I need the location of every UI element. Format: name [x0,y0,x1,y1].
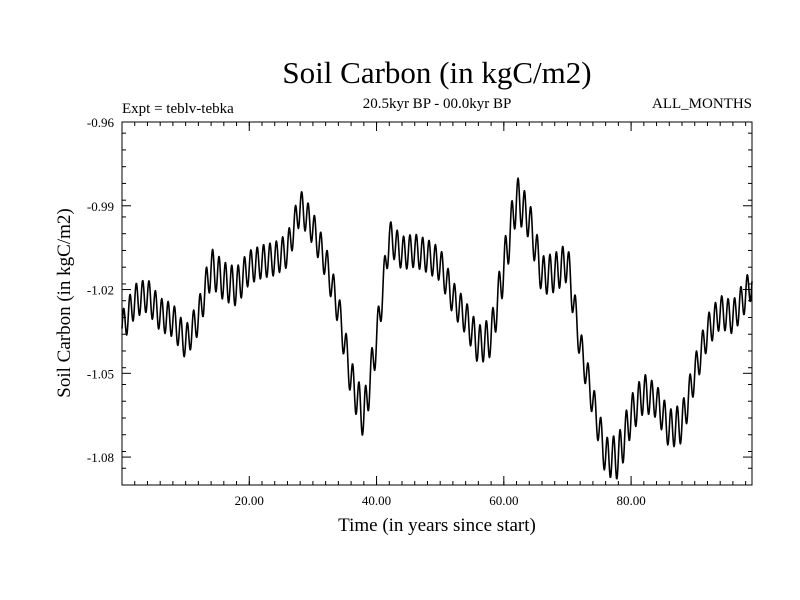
plot-frame [121,121,753,486]
months-label: ALL_MONTHS [652,96,752,112]
y-axis: -0.96 -0.99 -1.02 -1.05 -1.08 [87,115,752,469]
y-tick-label: -1.02 [87,283,114,298]
x-axis-label: Time (in years since start) [338,515,536,536]
y-tick-label: -1.05 [87,366,114,381]
y-tick-label: -1.08 [87,450,114,465]
time-range-label: 20.5kyr BP - 00.0kyr BP [363,96,512,112]
y-axis-label: Soil Carbon (in kgC/m2) [54,208,75,397]
y-tick-label: -0.99 [87,199,114,214]
x-tick-label: 60.00 [489,493,518,508]
x-tick-label: 20.00 [235,493,264,508]
experiment-label: Expt = teblv-tebka [122,101,234,117]
series-layer [121,177,753,480]
x-tick-label: 40.00 [362,493,391,508]
y-tick-label: -0.96 [87,115,115,130]
x-tick-label: 80.00 [616,493,645,508]
chart-title: Soil Carbon (in kgC/m2) [282,55,591,90]
series-line [121,177,753,480]
x-axis: 20.00 40.00 60.00 80.00 [134,122,747,508]
